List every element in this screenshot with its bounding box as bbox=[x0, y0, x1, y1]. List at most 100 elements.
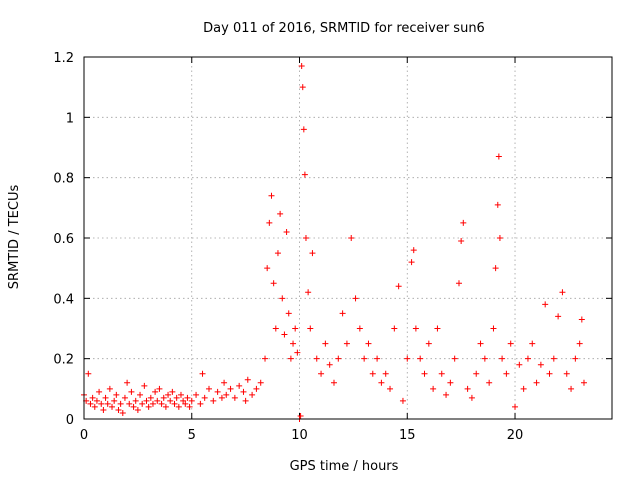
data-point bbox=[464, 385, 471, 392]
data-point bbox=[152, 388, 159, 395]
data-point bbox=[434, 325, 441, 332]
data-point bbox=[262, 355, 269, 362]
data-point bbox=[126, 400, 133, 407]
data-point bbox=[89, 394, 96, 401]
data-point bbox=[529, 340, 536, 347]
data-point bbox=[374, 355, 381, 362]
data-point bbox=[193, 391, 200, 398]
data-point bbox=[365, 340, 372, 347]
y-tick-label: 1.2 bbox=[53, 51, 74, 66]
data-point bbox=[425, 340, 432, 347]
data-point bbox=[578, 316, 585, 323]
x-tick-label: 15 bbox=[399, 428, 416, 443]
data-point bbox=[143, 397, 150, 404]
data-point bbox=[180, 397, 187, 404]
data-point bbox=[512, 403, 519, 410]
data-point bbox=[301, 171, 308, 178]
data-point bbox=[218, 394, 225, 401]
data-point bbox=[113, 391, 120, 398]
data-point bbox=[299, 84, 306, 91]
data-point bbox=[236, 382, 243, 389]
data-point bbox=[221, 379, 228, 386]
data-point bbox=[460, 219, 467, 226]
data-point bbox=[240, 388, 247, 395]
data-point bbox=[214, 388, 221, 395]
data-point bbox=[257, 379, 264, 386]
x-tick-label: 5 bbox=[188, 428, 196, 443]
data-point bbox=[96, 388, 103, 395]
data-point bbox=[130, 403, 137, 410]
data-point bbox=[141, 382, 148, 389]
y-tick-label: 1 bbox=[66, 111, 74, 126]
data-point bbox=[313, 355, 320, 362]
data-point bbox=[154, 397, 161, 404]
data-point bbox=[277, 210, 284, 217]
data-point bbox=[576, 340, 583, 347]
data-point bbox=[492, 265, 499, 272]
data-point bbox=[447, 379, 454, 386]
data-point bbox=[490, 325, 497, 332]
data-point bbox=[410, 247, 417, 254]
data-point bbox=[559, 289, 566, 296]
data-point bbox=[109, 403, 116, 410]
data-point bbox=[438, 370, 445, 377]
x-tick-label: 10 bbox=[291, 428, 308, 443]
data-point bbox=[356, 325, 363, 332]
data-point bbox=[264, 265, 271, 272]
data-point bbox=[134, 406, 141, 413]
data-point bbox=[242, 397, 249, 404]
grid-lines bbox=[84, 57, 612, 419]
data-point bbox=[572, 355, 579, 362]
data-point bbox=[343, 340, 350, 347]
data-point bbox=[272, 325, 279, 332]
plot-frame bbox=[83, 56, 613, 420]
data-point bbox=[451, 355, 458, 362]
data-point bbox=[494, 201, 501, 208]
data-point bbox=[550, 355, 557, 362]
data-point bbox=[249, 391, 256, 398]
data-point bbox=[507, 340, 514, 347]
data-point bbox=[283, 228, 290, 235]
data-point bbox=[404, 355, 411, 362]
data-point bbox=[399, 397, 406, 404]
data-point bbox=[104, 400, 111, 407]
data-point bbox=[137, 391, 144, 398]
data-point bbox=[175, 403, 182, 410]
data-point bbox=[361, 355, 368, 362]
data-point bbox=[503, 370, 510, 377]
data-point bbox=[244, 376, 251, 383]
data-point bbox=[537, 361, 544, 368]
data-point bbox=[516, 361, 523, 368]
data-point bbox=[580, 379, 587, 386]
data-point bbox=[322, 340, 329, 347]
data-point bbox=[563, 370, 570, 377]
data-point bbox=[115, 406, 122, 413]
data-point bbox=[421, 370, 428, 377]
data-point bbox=[93, 397, 100, 404]
data-point bbox=[160, 394, 167, 401]
data-point bbox=[281, 331, 288, 338]
data-point bbox=[417, 355, 424, 362]
data-point bbox=[285, 310, 292, 317]
y-tick-label: 0 bbox=[66, 413, 74, 428]
data-point bbox=[201, 394, 208, 401]
data-point bbox=[468, 394, 475, 401]
data-point bbox=[177, 391, 184, 398]
data-point bbox=[348, 235, 355, 241]
data-point bbox=[165, 391, 172, 398]
data-point bbox=[292, 325, 299, 332]
data-point bbox=[318, 370, 325, 377]
data-point bbox=[98, 400, 105, 407]
data-point bbox=[300, 126, 307, 133]
data-point bbox=[546, 370, 553, 377]
data-point bbox=[268, 192, 275, 199]
data-point bbox=[106, 385, 113, 392]
axis-ticks: 0 5 10 15 20 0 0.2 0.4 0.6 0.8 1 1.2 bbox=[53, 51, 612, 443]
y-axis-label: SRMTID / TECUs bbox=[7, 185, 22, 290]
data-point bbox=[458, 238, 465, 245]
data-point bbox=[297, 412, 304, 419]
data-point bbox=[223, 391, 230, 398]
data-point bbox=[149, 400, 156, 407]
data-point bbox=[430, 385, 437, 392]
